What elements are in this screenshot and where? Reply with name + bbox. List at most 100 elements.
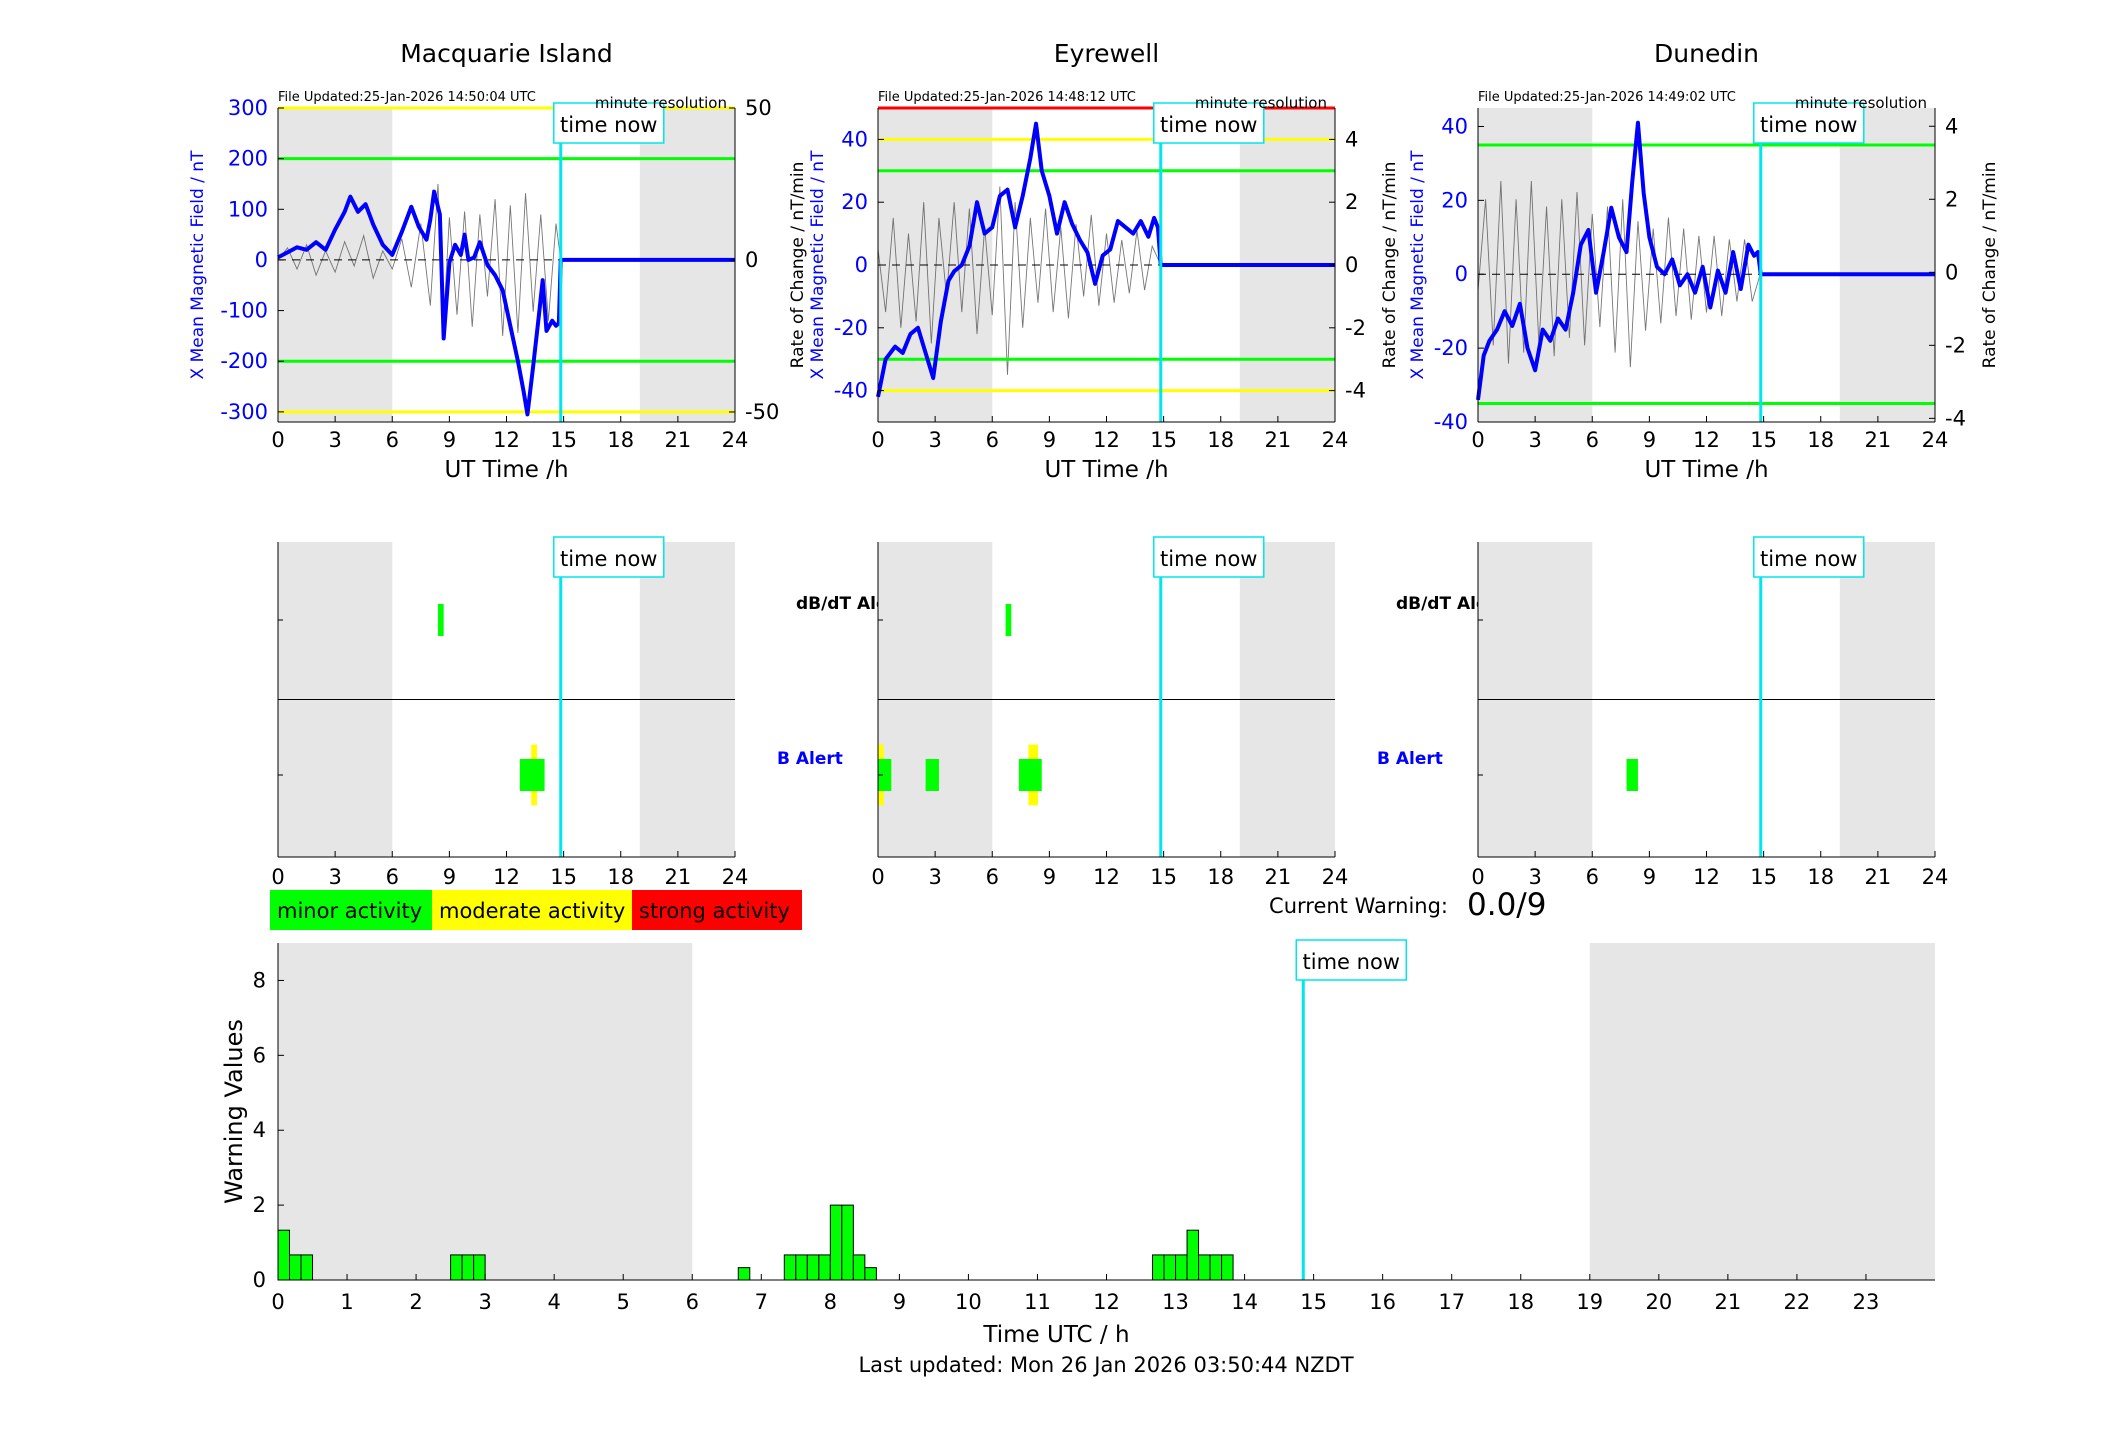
rate-of-change-line bbox=[277, 183, 562, 337]
night-shade bbox=[1839, 108, 1935, 422]
x-tick-label: 0 bbox=[1471, 865, 1484, 889]
x-tick-label: 8 bbox=[824, 1290, 837, 1314]
y2-tick-label: 4 bbox=[1945, 114, 1958, 138]
y2-tick-label: 0 bbox=[745, 248, 758, 272]
warning-bar bbox=[1198, 1254, 1211, 1281]
x-tick-label: 2 bbox=[409, 1290, 422, 1314]
y-tick-label: 6 bbox=[253, 1043, 266, 1067]
y-tick-label: -20 bbox=[1434, 336, 1468, 360]
time-now-label: time now bbox=[1303, 950, 1400, 974]
warning-bar bbox=[461, 1254, 475, 1281]
x-tick-label: 18 bbox=[1207, 428, 1234, 452]
legend-swatch bbox=[632, 890, 802, 930]
y-tick-label: -20 bbox=[834, 316, 868, 340]
x-tick-label: 0 bbox=[871, 428, 884, 452]
y2-tick-label: -50 bbox=[745, 400, 779, 424]
y-tick-label: 0 bbox=[1455, 262, 1468, 286]
alert-mark bbox=[1626, 759, 1638, 791]
warning-bar bbox=[289, 1254, 302, 1281]
x-tick-label: 23 bbox=[1853, 1290, 1880, 1314]
y2-tick-label: 0 bbox=[1345, 253, 1358, 277]
x-tick-label: 1 bbox=[340, 1290, 353, 1314]
alert-mark bbox=[437, 604, 444, 636]
last-updated: Last updated: Mon 26 Jan 2026 03:50:44 N… bbox=[858, 1353, 1353, 1377]
y2-axis-label: Rate of Change / nT/min bbox=[1980, 162, 2000, 369]
y-tick-label: 20 bbox=[1441, 188, 1468, 212]
x-tick-label: 6 bbox=[686, 1290, 699, 1314]
y2-tick-label: 2 bbox=[1345, 190, 1358, 214]
y-tick-label: 8 bbox=[253, 968, 266, 992]
x-tick-label: 0 bbox=[271, 428, 284, 452]
x-tick-label: 6 bbox=[386, 865, 399, 889]
magnetic-field-line bbox=[277, 189, 735, 417]
x-tick-label: 12 bbox=[1693, 865, 1720, 889]
y2-tick-label: 4 bbox=[1345, 127, 1358, 151]
x-tick-label: 15 bbox=[550, 865, 577, 889]
x-tick-label: 6 bbox=[986, 865, 999, 889]
y-tick-label: 20 bbox=[841, 190, 868, 214]
x-tick-label: 24 bbox=[722, 428, 749, 452]
warning-bar bbox=[1186, 1229, 1200, 1281]
x-tick-label: 15 bbox=[550, 428, 577, 452]
x-tick-label: 24 bbox=[1922, 428, 1949, 452]
x-tick-label: 18 bbox=[1507, 1290, 1534, 1314]
warning-bar bbox=[737, 1267, 751, 1281]
x-tick-label: 21 bbox=[1265, 428, 1292, 452]
y-tick-label: 200 bbox=[228, 147, 268, 171]
time-now-label: time now bbox=[1760, 547, 1857, 571]
resolution-note: minute resolution bbox=[1195, 94, 1327, 112]
warning-bar bbox=[783, 1254, 797, 1281]
y-tick-label: 0 bbox=[253, 1268, 266, 1292]
time-now-box bbox=[1753, 102, 1865, 144]
x-tick-label: 21 bbox=[665, 428, 692, 452]
x-tick-label: 9 bbox=[1643, 865, 1656, 889]
x-tick-label: 20 bbox=[1645, 1290, 1672, 1314]
time-now-box bbox=[553, 536, 665, 578]
alert-mark bbox=[878, 759, 892, 791]
x-tick-label: 19 bbox=[1576, 1290, 1603, 1314]
y2-tick-label: -4 bbox=[1945, 406, 1966, 430]
x-tick-label: 24 bbox=[722, 865, 749, 889]
warning-bar bbox=[277, 1229, 291, 1281]
time-now-box bbox=[1295, 939, 1408, 981]
x-tick-label: 12 bbox=[1093, 428, 1120, 452]
x-tick-label: 3 bbox=[928, 865, 941, 889]
x-tick-label: 6 bbox=[386, 428, 399, 452]
warning-bar bbox=[1175, 1254, 1188, 1281]
y-tick-label: 2 bbox=[253, 1193, 266, 1217]
alert-mark bbox=[1005, 604, 1012, 636]
y-axis-label: X Mean Magnetic Field / nT bbox=[1408, 150, 1428, 380]
x-tick-label: 12 bbox=[493, 865, 520, 889]
file-updated: File Updated:25-Jan-2026 14:50:04 UTC bbox=[278, 90, 536, 105]
warning-bar bbox=[473, 1254, 486, 1281]
resolution-note: minute resolution bbox=[1795, 94, 1927, 112]
resolution-note: minute resolution bbox=[595, 94, 727, 112]
warning-bar bbox=[1163, 1254, 1177, 1281]
x-tick-label: 24 bbox=[1922, 865, 1949, 889]
x-axis-label: UT Time /h bbox=[1044, 457, 1168, 483]
y2-axis-label: Rate of Change / nT/min bbox=[788, 162, 808, 369]
time-now-box bbox=[1753, 536, 1865, 578]
y-tick-label: -200 bbox=[220, 349, 268, 373]
x-tick-label: 18 bbox=[1807, 428, 1834, 452]
x-tick-label: 16 bbox=[1369, 1290, 1396, 1314]
x-tick-label: 5 bbox=[617, 1290, 630, 1314]
night-shade bbox=[1589, 943, 1935, 1280]
warning-bar bbox=[818, 1254, 831, 1281]
legend-label: strong activity bbox=[639, 899, 790, 923]
legend-swatch bbox=[270, 890, 432, 930]
x-tick-label: 22 bbox=[1784, 1290, 1811, 1314]
y-tick-label: 4 bbox=[253, 1118, 266, 1142]
y2-tick-label: 0 bbox=[1945, 260, 1958, 284]
x-tick-label: 11 bbox=[1024, 1290, 1051, 1314]
x-tick-label: 17 bbox=[1438, 1290, 1465, 1314]
y-tick-label: 100 bbox=[228, 197, 268, 221]
station-title: Dunedin bbox=[1654, 39, 1759, 68]
x-tick-label: 21 bbox=[1715, 1290, 1742, 1314]
y2-tick-label: -2 bbox=[1345, 316, 1366, 340]
y-axis-label: X Mean Magnetic Field / nT bbox=[808, 150, 828, 380]
x-tick-label: 0 bbox=[871, 865, 884, 889]
time-now-label: time now bbox=[1160, 547, 1257, 571]
y-tick-label: 40 bbox=[841, 127, 868, 151]
x-tick-label: 4 bbox=[547, 1290, 560, 1314]
